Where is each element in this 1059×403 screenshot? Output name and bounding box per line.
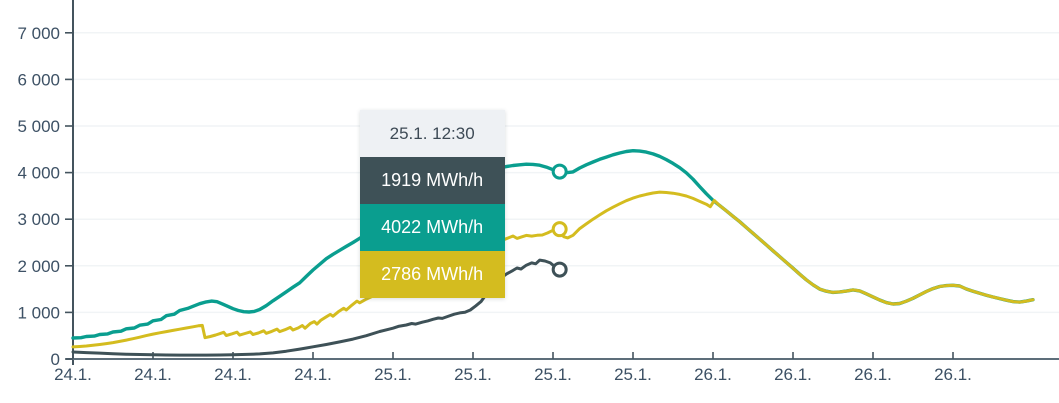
y-axis-label: 5 000 xyxy=(17,117,60,136)
x-axis-label: 25.1. xyxy=(534,365,572,384)
y-axis-label: 1 000 xyxy=(17,303,60,322)
chart-tooltip: 25.1. 12:30 1919 MWh/h 4022 MWh/h 2786 MWh… xyxy=(359,110,505,298)
y-axis-label: 3 000 xyxy=(17,210,60,229)
series-line-yellow[interactable] xyxy=(71,190,1035,349)
y-axis-label: 2 000 xyxy=(17,257,60,276)
x-axis-label: 24.1. xyxy=(214,365,252,384)
x-axis-label: 25.1. xyxy=(374,365,412,384)
tooltip-row-value: 2786 MWh/h xyxy=(359,251,505,298)
x-axis-label: 25.1. xyxy=(614,365,652,384)
y-axis-label: 0 xyxy=(51,350,60,369)
y-axis-label: 7 000 xyxy=(17,24,60,43)
x-axis-label: 26.1. xyxy=(694,365,732,384)
x-axis-label: 26.1. xyxy=(934,365,972,384)
series-marker-dark-slate[interactable] xyxy=(551,261,568,278)
tooltip-row-value: 4022 MWh/h xyxy=(359,204,505,251)
series-line-teal[interactable] xyxy=(71,148,1035,340)
x-axis-label: 25.1. xyxy=(454,365,492,384)
tooltip-row-value: 1919 MWh/h xyxy=(359,157,505,204)
x-axis-label: 26.1. xyxy=(774,365,812,384)
x-axis-label: 24.1. xyxy=(134,365,172,384)
y-axis-label: 4 000 xyxy=(17,164,60,183)
series-marker-teal[interactable] xyxy=(551,163,568,180)
series-line-dark-slate[interactable] xyxy=(71,258,562,357)
tooltip-rows: 1919 MWh/h 4022 MWh/h 2786 MWh/h xyxy=(359,157,505,298)
y-axis-label: 6 000 xyxy=(17,70,60,89)
x-axis-label: 24.1. xyxy=(54,365,92,384)
x-axis-label: 24.1. xyxy=(294,365,332,384)
x-axis-label: 26.1. xyxy=(854,365,892,384)
series-marker-yellow[interactable] xyxy=(551,221,568,238)
tooltip-time: 25.1. 12:30 xyxy=(359,110,505,157)
